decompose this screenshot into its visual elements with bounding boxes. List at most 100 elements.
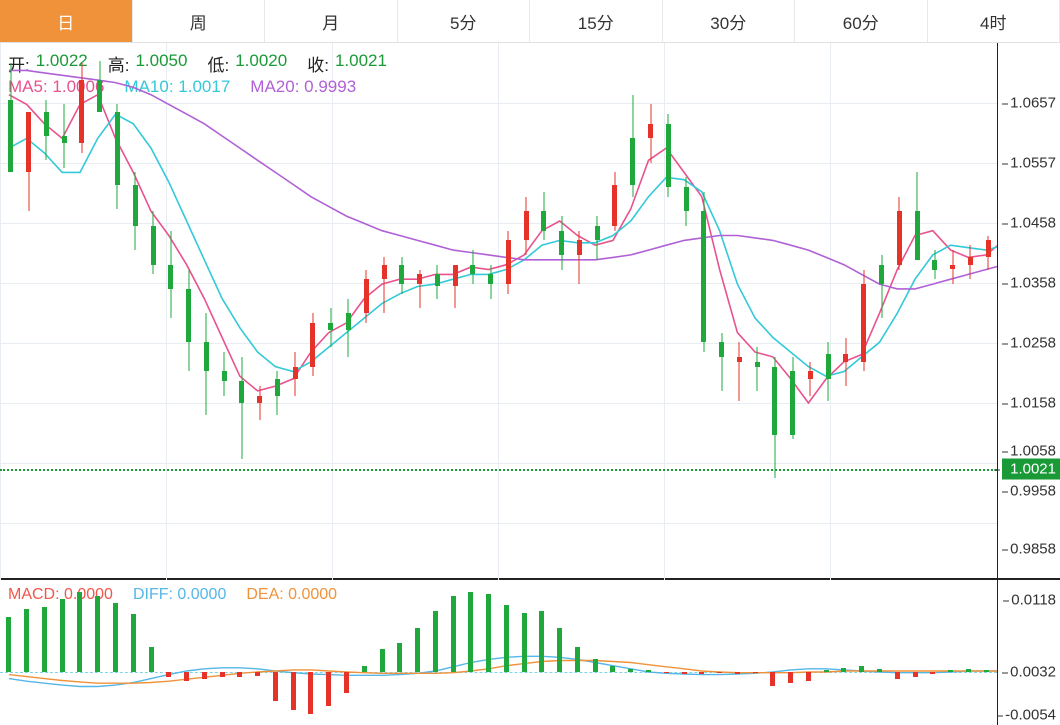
macd-bar[interactable] — [380, 649, 385, 672]
candlestick[interactable] — [44, 112, 49, 136]
candlestick[interactable] — [861, 284, 866, 362]
candlestick[interactable] — [595, 226, 600, 241]
macd-bar[interactable] — [166, 672, 171, 677]
macd-bar[interactable] — [344, 672, 349, 693]
macd-bar[interactable] — [237, 672, 242, 677]
macd-bar[interactable] — [770, 672, 775, 686]
macd-bar[interactable] — [682, 672, 687, 674]
tab-day[interactable]: 日 — [0, 0, 133, 42]
macd-bar[interactable] — [202, 672, 207, 679]
macd-bar[interactable] — [113, 603, 118, 672]
candlestick[interactable] — [204, 342, 209, 371]
macd-bar[interactable] — [362, 666, 367, 672]
macd-bar[interactable] — [149, 647, 154, 672]
macd-bar[interactable] — [95, 596, 100, 672]
macd-bar[interactable] — [646, 670, 651, 672]
candlestick[interactable] — [826, 354, 831, 378]
macd-bar[interactable] — [788, 672, 793, 683]
macd-bar[interactable] — [664, 672, 669, 673]
candlestick[interactable] — [808, 371, 813, 378]
candlestick[interactable] — [719, 342, 724, 357]
macd-bar[interactable] — [699, 672, 704, 674]
macd-bar[interactable] — [859, 666, 864, 672]
candlestick[interactable] — [453, 265, 458, 287]
macd-bar[interactable] — [308, 672, 313, 714]
macd-bar[interactable] — [753, 672, 758, 673]
macd-bar[interactable] — [220, 672, 225, 677]
macd-bar[interactable] — [504, 605, 509, 672]
tab-week[interactable]: 周 — [133, 0, 266, 42]
macd-bar[interactable] — [593, 659, 598, 672]
candlestick[interactable] — [310, 323, 315, 367]
candlestick[interactable] — [577, 240, 582, 255]
macd-bar[interactable] — [184, 672, 189, 681]
macd-bar[interactable] — [984, 670, 989, 672]
macd-bar[interactable] — [6, 617, 11, 672]
candlestick[interactable] — [684, 187, 689, 211]
candlestick[interactable] — [275, 379, 280, 396]
macd-bar[interactable] — [468, 592, 473, 672]
candlestick[interactable] — [790, 371, 795, 434]
macd-bar[interactable] — [930, 672, 935, 674]
macd-bar[interactable] — [895, 672, 900, 679]
macd-bar[interactable] — [255, 672, 260, 676]
candlestick[interactable] — [364, 279, 369, 313]
candlestick[interactable] — [612, 185, 617, 226]
candlestick[interactable] — [843, 354, 848, 361]
macd-bar[interactable] — [24, 609, 29, 672]
candlestick[interactable] — [950, 265, 955, 270]
candlestick[interactable] — [222, 371, 227, 381]
candlestick[interactable] — [986, 240, 991, 257]
candlestick[interactable] — [26, 112, 31, 173]
candlestick[interactable] — [701, 211, 706, 342]
candlestick[interactable] — [8, 100, 13, 173]
tab-4hour[interactable]: 4时 — [928, 0, 1060, 42]
candlestick[interactable] — [346, 313, 351, 330]
macd-bar[interactable] — [451, 596, 456, 672]
candlestick[interactable] — [133, 185, 138, 226]
macd-bar[interactable] — [628, 669, 633, 672]
candlestick[interactable] — [435, 274, 440, 286]
tab-month[interactable]: 月 — [265, 0, 398, 42]
candlestick[interactable] — [399, 265, 404, 284]
macd-bar[interactable] — [273, 672, 278, 701]
candlestick[interactable] — [772, 367, 777, 435]
candlestick[interactable] — [932, 260, 937, 270]
candlestick[interactable] — [151, 226, 156, 265]
macd-bar[interactable] — [735, 672, 740, 674]
candlestick[interactable] — [79, 80, 84, 143]
candlestick[interactable] — [506, 240, 511, 284]
macd-bar[interactable] — [877, 669, 882, 672]
tab-60min[interactable]: 60分 — [795, 0, 928, 42]
macd-bar[interactable] — [841, 668, 846, 672]
tab-15min[interactable]: 15分 — [530, 0, 663, 42]
candlestick[interactable] — [559, 231, 564, 255]
macd-bar[interactable] — [60, 599, 65, 673]
macd-bar[interactable] — [433, 611, 438, 672]
candlestick[interactable] — [968, 257, 973, 264]
macd-bar[interactable] — [131, 614, 136, 672]
candlestick[interactable] — [897, 211, 902, 264]
candlestick[interactable] — [62, 136, 67, 143]
macd-bar[interactable] — [824, 670, 829, 672]
candlestick[interactable] — [879, 265, 884, 284]
candlestick[interactable] — [755, 362, 760, 367]
macd-bar[interactable] — [913, 672, 918, 677]
candlestick[interactable] — [293, 367, 298, 379]
macd-bar[interactable] — [806, 672, 811, 681]
candlestick[interactable] — [417, 274, 422, 284]
candlestick[interactable] — [648, 124, 653, 139]
macd-bar[interactable] — [397, 643, 402, 672]
candlestick[interactable] — [666, 124, 671, 187]
candlestick[interactable] — [488, 274, 493, 284]
candlestick[interactable] — [168, 265, 173, 289]
macd-bar[interactable] — [522, 613, 527, 672]
macd-bar[interactable] — [575, 647, 580, 672]
candlestick[interactable] — [541, 211, 546, 230]
candlestick[interactable] — [382, 265, 387, 280]
tab-5min[interactable]: 5分 — [398, 0, 531, 42]
macd-bar[interactable] — [291, 672, 296, 710]
macd-bar[interactable] — [717, 672, 722, 673]
macd-bar[interactable] — [557, 628, 562, 672]
candlestick[interactable] — [186, 289, 191, 342]
